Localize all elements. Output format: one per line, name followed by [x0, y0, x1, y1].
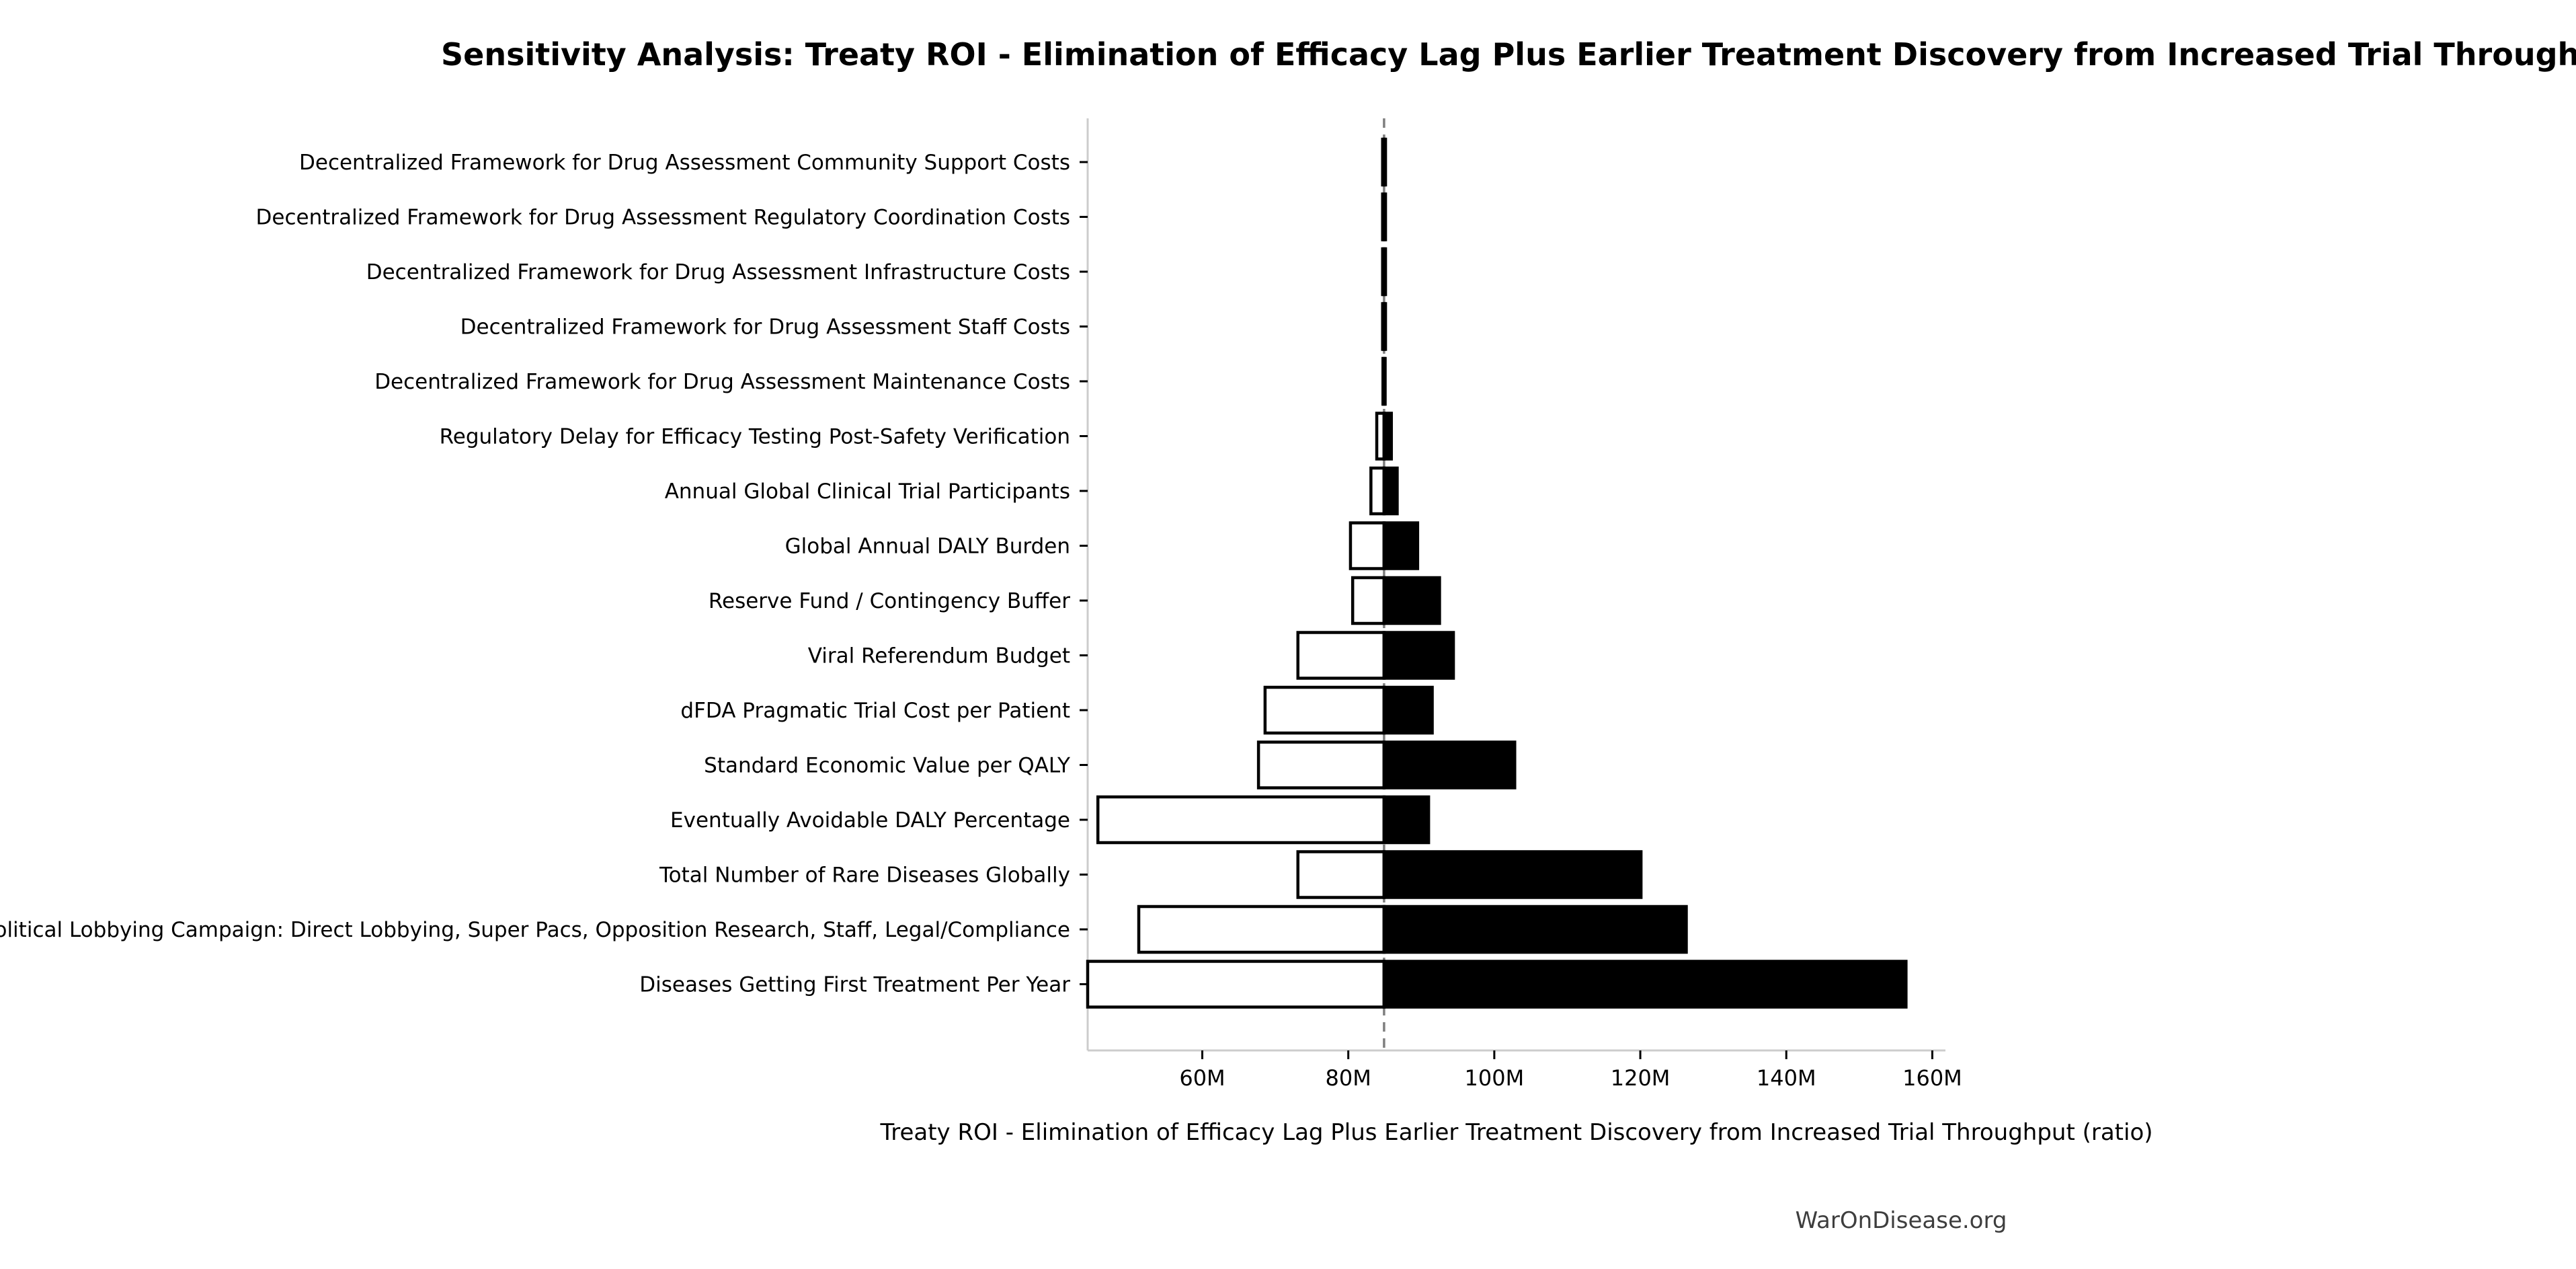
y-axis-label: Regulatory Delay for Efficacy Testing Po… — [440, 425, 1070, 449]
y-axis-label: Decentralized Framework for Drug Assessm… — [460, 315, 1070, 340]
y-axis-label: Decentralized Framework for Drug Assessm… — [299, 151, 1070, 175]
low-value-bar — [1256, 740, 1386, 790]
y-axis-label: Decentralized Framework for Drug Assessm… — [256, 206, 1070, 230]
high-value-bar — [1382, 356, 1387, 406]
y-axis-label: Annual Global Clinical Trial Participant… — [665, 479, 1070, 504]
bar-row: Viral Referendum Budget — [808, 631, 1455, 680]
high-value-bar — [1382, 412, 1394, 461]
bar-row: Reserve Fund / Contingency Buffer — [709, 576, 1441, 625]
bar-row: Global Annual DALY Burden — [785, 521, 1420, 570]
high-value-bar — [1382, 740, 1517, 790]
x-axis-label: Treaty ROI - Elimination of Efficacy Lag… — [880, 1119, 2153, 1146]
high-value-bar — [1382, 960, 1908, 1009]
y-axis-label: Political Lobbying Campaign: Direct Lobb… — [0, 918, 1070, 942]
x-tick-label: 140M — [1757, 1065, 1816, 1091]
low-value-bar — [1351, 576, 1386, 625]
y-axis-label: Diseases Getting First Treatment Per Yea… — [639, 973, 1070, 997]
y-axis-label: Standard Economic Value per QALY — [704, 754, 1070, 778]
x-tick-label: 160M — [1902, 1065, 1962, 1091]
y-axis-label: Viral Referendum Budget — [808, 644, 1070, 668]
bar-row: Total Number of Rare Diseases Globally — [659, 850, 1643, 899]
x-tick-label: 100M — [1465, 1065, 1525, 1091]
bar-row: Decentralized Framework for Drug Assessm… — [256, 192, 1387, 241]
high-value-bar — [1382, 521, 1420, 570]
bar-row: Decentralized Framework for Drug Assessm… — [460, 302, 1387, 351]
low-value-bar — [1086, 960, 1386, 1009]
bar-row: Annual Global Clinical Trial Participant… — [665, 466, 1399, 516]
x-tick-label: 80M — [1326, 1065, 1371, 1091]
y-axis-label: Total Number of Rare Diseases Globally — [659, 863, 1070, 888]
low-value-bar — [1349, 521, 1386, 570]
low-value-bar — [1263, 685, 1386, 735]
bar-row: Standard Economic Value per QALY — [704, 740, 1517, 790]
bar-row: Political Lobbying Campaign: Direct Lobb… — [0, 905, 1688, 954]
high-value-bar — [1382, 685, 1434, 735]
y-axis-label: Eventually Avoidable DALY Percentage — [670, 808, 1070, 833]
footer-watermark: WarOnDisease.org — [1795, 1207, 2007, 1234]
high-value-bar — [1382, 466, 1399, 516]
y-axis-label: Reserve Fund / Contingency Buffer — [709, 589, 1070, 613]
high-value-bar — [1382, 631, 1455, 680]
high-value-bar — [1382, 850, 1643, 899]
high-value-bar — [1382, 795, 1431, 845]
high-value-bar — [1382, 247, 1387, 297]
low-value-bar — [1096, 795, 1386, 845]
high-value-bar — [1382, 905, 1688, 954]
low-value-bar — [1296, 850, 1386, 899]
chart-title: Sensitivity Analysis: Treaty ROI - Elimi… — [441, 36, 2576, 73]
y-axis-label: Decentralized Framework for Drug Assessm… — [366, 260, 1070, 284]
y-axis-label: Global Annual DALY Burden — [785, 535, 1070, 559]
bar-row: dFDA Pragmatic Trial Cost per Patient — [680, 685, 1434, 735]
low-value-bar — [1137, 905, 1386, 954]
y-axis-label: Decentralized Framework for Drug Assessm… — [374, 370, 1070, 394]
y-axis-label: dFDA Pragmatic Trial Cost per Patient — [680, 699, 1070, 723]
bar-row: Decentralized Framework for Drug Assessm… — [299, 137, 1387, 187]
bar-row: Eventually Avoidable DALY Percentage — [670, 795, 1431, 845]
high-value-bar — [1382, 192, 1387, 241]
low-value-bar — [1296, 631, 1386, 680]
high-value-bar — [1382, 302, 1387, 351]
bar-row: Decentralized Framework for Drug Assessm… — [366, 247, 1387, 297]
bar-row: Regulatory Delay for Efficacy Testing Po… — [440, 412, 1394, 461]
x-tick-label: 60M — [1179, 1065, 1225, 1091]
bar-row: Diseases Getting First Treatment Per Yea… — [639, 960, 1908, 1009]
high-value-bar — [1382, 576, 1441, 625]
bar-row: Decentralized Framework for Drug Assessm… — [374, 356, 1387, 406]
low-value-bar — [1369, 466, 1386, 516]
x-tick-label: 120M — [1611, 1065, 1671, 1091]
high-value-bar — [1382, 137, 1387, 187]
